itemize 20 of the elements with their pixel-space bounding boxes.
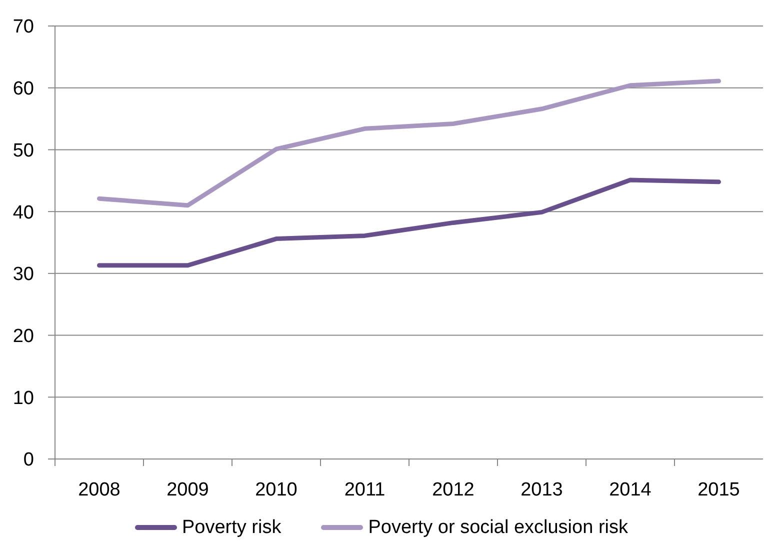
line-series [97, 78, 721, 208]
y-tick-label: 60 [12, 78, 34, 100]
y-tick-label: 20 [12, 326, 34, 348]
y-tick-label: 30 [12, 264, 34, 286]
x-tick-label: 2014 [609, 480, 652, 501]
x-tick-label: 2009 [166, 480, 209, 501]
x-tick-label: 2010 [255, 480, 298, 501]
x-tick-label: 2011 [344, 480, 386, 501]
y-tick-label: 50 [12, 140, 34, 162]
x-tick-label: 2012 [432, 480, 474, 501]
line-series [97, 178, 721, 268]
y-tick-label: 10 [12, 388, 34, 409]
y-tick-label: 70 [12, 16, 34, 38]
y-tick-label: 40 [12, 202, 34, 224]
legend-label: Poverty risk [182, 516, 282, 538]
x-tick-label: 2015 [698, 480, 740, 501]
x-tick-label: 2013 [520, 480, 563, 501]
legend-label: Poverty or social exclusion risk [368, 516, 628, 538]
x-tick-label: 2008 [78, 480, 120, 501]
y-tick-label: 0 [23, 450, 34, 471]
